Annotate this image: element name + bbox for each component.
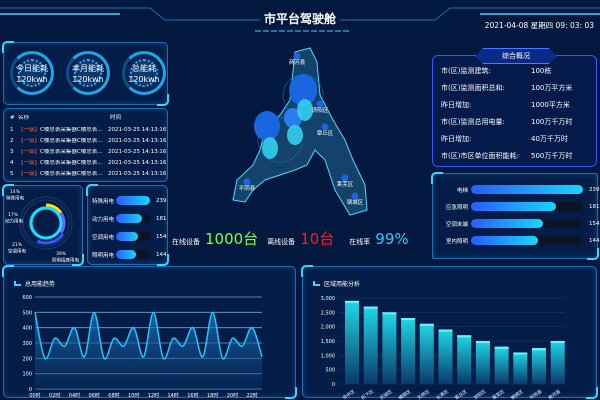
map-label: 商河县 [289, 58, 306, 66]
donut-slice[interactable] [36, 232, 65, 245]
map-label: 济阳区 [312, 106, 329, 114]
donut-chart: 14%特殊用电 17%动力用电 21%空调用电 39%照明插座用电 [5, 189, 79, 264]
map-label: 莱芜区 [337, 180, 354, 188]
alarm-level: 【一级】 [18, 138, 41, 144]
donut-label: 39%照明插座用电 [52, 251, 79, 264]
table-header: # 名称 时间 [10, 115, 122, 121]
bar-row: 空调末端 154 [445, 219, 600, 228]
chart-icon [313, 281, 320, 286]
bar-fill [116, 232, 138, 241]
page-title: 市平台驾驶舱 [263, 12, 336, 26]
map-label: 章丘区 [317, 129, 334, 137]
donut-label: 14%特殊用电 [6, 189, 24, 202]
map-marker[interactable] [293, 52, 301, 60]
alarm-level: 【一级】 [18, 171, 41, 177]
gauge-value: 120kwh [16, 75, 48, 84]
map-marker[interactable] [321, 123, 329, 131]
energy-gauges-panel: 今日能耗 120kwh 本月能耗 120kwh 总能耗 120kwh [2, 41, 169, 106]
online-rate: 99% [375, 230, 409, 248]
map-label: 钢城区 [347, 198, 364, 206]
alarm-level: 【一级】 [18, 127, 41, 133]
datetime: 2021-04-08 星期四 09: 03: 03 [484, 21, 594, 30]
bar-row: 特殊用电 239 [92, 196, 167, 205]
map-marker[interactable] [243, 178, 251, 186]
map-marker[interactable] [289, 74, 317, 106]
bar-fill [116, 250, 137, 259]
bar-row: 空调用电 154 [92, 232, 167, 241]
chart-icon [14, 281, 21, 286]
trend-chart-panel: 总用能趋势 [2, 265, 297, 399]
bar-row: 照明用电 144 [92, 250, 167, 259]
bar-fill [471, 185, 583, 194]
bar-row: 动力用电 181 [92, 214, 167, 223]
overview-item: 市(区)监测建筑: 100栋 [441, 67, 552, 75]
bar-row: 室内照明 144 [445, 236, 600, 245]
overview-item: 市(区)市区单位面积能耗: 500万千万时 [441, 152, 573, 160]
alarm-level: 【一级】 [18, 160, 41, 166]
donut-label: 17%动力用电 [5, 212, 23, 225]
alarm-level: 【一级】 [18, 149, 41, 155]
power-type-donut-panel: 14%特殊用电 17%动力用电 21%空调用电 39%照明插座用电 [2, 184, 84, 266]
offline-count: 10台 [300, 230, 335, 248]
bar-fill [471, 219, 544, 228]
table-row[interactable]: 2 【一级】C楼总表采集器C楼总表... 2021-03-25 14:13:16 [10, 138, 167, 144]
bar-fill [116, 214, 142, 223]
device-status: 在线设备 1000台 离线设备 10台 在线率 99% [172, 230, 409, 248]
bar-fill [116, 196, 150, 205]
alarm-table-panel: # 名称 时间 1 【一级】C楼总表采集器C楼总表... 2021-03-25 14:1… [3, 108, 168, 182]
overview-item: 昨日增加: 1000平方米 [441, 101, 570, 109]
donut-slice[interactable] [45, 203, 63, 214]
gauge-0: 今日能耗 120kwh [10, 51, 54, 95]
header-frame [0, 7, 600, 32]
bar-row: 应急照明 181 [445, 202, 600, 211]
gauge-label: 总能耗 [132, 64, 156, 73]
region-chart-panel: 区域用能分析 [301, 265, 598, 399]
table-row[interactable]: 4 【一级】C楼总表采集器C楼总表... 2021-03-25 14:13:16 [10, 160, 167, 166]
donut-label: 21%空调用电 [8, 242, 26, 255]
map-marker[interactable] [341, 174, 349, 182]
gauge-value: 120kwh [72, 75, 104, 84]
map-marker[interactable] [254, 111, 280, 141]
bar-fill [471, 236, 539, 245]
bar-row: 电梯 239 [456, 185, 600, 194]
overview-title: 综合概况 [475, 48, 557, 64]
table-row[interactable]: 3 【一级】C楼总表采集器C楼总表... 2021-03-25 14:13:16 [10, 149, 167, 155]
overview-item: 市(区)监测总用电量: 100万千万时 [441, 118, 573, 126]
bar-fill [471, 202, 556, 211]
map-marker[interactable] [316, 100, 324, 108]
gauge-label: 今日能耗 [16, 64, 48, 73]
power-type-bars-panel: 特殊用电 239 动力用电 181 空调用电 154 照明用电 144 [86, 184, 169, 266]
gauge-value: 120kwh [128, 75, 160, 84]
online-count: 1000台 [205, 230, 259, 248]
equipment-bars-panel: 电梯 239 应急照明 181 空调末端 154 室内照明 144 [431, 172, 600, 260]
table-row[interactable]: 5 【一级】C楼总表采集器C楼总表... 2021-03-25 14:13:16 [10, 171, 167, 177]
map-marker[interactable] [351, 192, 359, 200]
overview-item: 昨日增加: 40万千万时 [441, 135, 568, 143]
gauge-1: 本月能耗 120kwh [66, 51, 110, 95]
donut-slice[interactable] [29, 206, 63, 240]
overview-panel: 综合概况 市(区)监测建筑: 100栋市(区)监测面积总和: 100万平方米 昨日增加… [432, 48, 597, 167]
gauge-label: 本月能耗 [72, 64, 104, 73]
table-row[interactable]: 1 【一级】C楼总表采集器C楼总表... 2021-03-25 14:13:16 [10, 127, 167, 133]
overview-item: 市(区)监测面积总和: 100万平方米 [441, 84, 573, 92]
map-label: 平阴县 [239, 184, 256, 192]
donut-slice[interactable] [59, 211, 66, 234]
gauge-2: 总能耗 120kwh [122, 51, 166, 95]
